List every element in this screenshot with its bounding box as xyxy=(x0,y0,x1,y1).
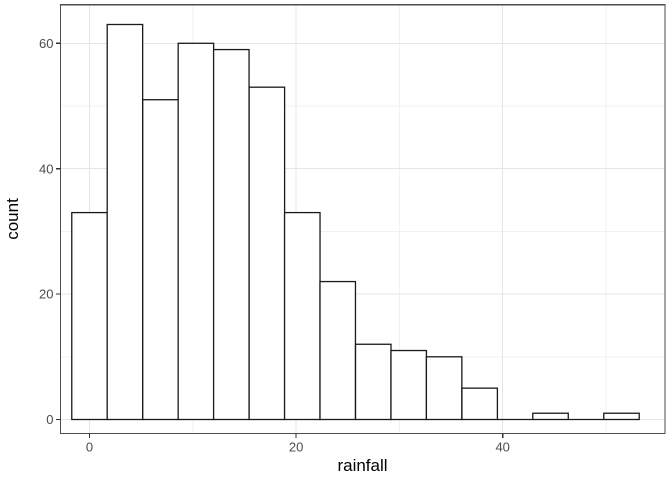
histogram-bar xyxy=(283,211,321,421)
x-tick-label: 40 xyxy=(495,440,509,455)
x-tick-label: 0 xyxy=(86,440,93,455)
histogram-bar xyxy=(71,211,108,421)
x-axis-title: rainfall xyxy=(337,456,388,475)
histogram-bar xyxy=(603,412,640,421)
x-tick-label: 20 xyxy=(289,440,303,455)
histogram-bar xyxy=(461,387,499,421)
panel-border xyxy=(59,3,666,435)
histogram-bar xyxy=(390,349,428,421)
y-tick-label: 0 xyxy=(46,412,53,427)
histogram-bar xyxy=(142,99,179,421)
histogram-bar xyxy=(425,356,463,421)
histogram-bar xyxy=(248,86,286,421)
histogram-bar xyxy=(532,412,569,421)
y-tick-label: 40 xyxy=(39,161,53,176)
y-axis-title: count xyxy=(3,198,22,240)
histogram-bar xyxy=(212,48,250,421)
histogram-bar xyxy=(319,280,357,421)
histogram-bar xyxy=(177,42,215,421)
histogram-bar xyxy=(354,343,392,421)
y-tick-label: 20 xyxy=(39,287,53,302)
histogram-bar xyxy=(106,23,144,421)
y-tick-label: 60 xyxy=(39,36,53,51)
